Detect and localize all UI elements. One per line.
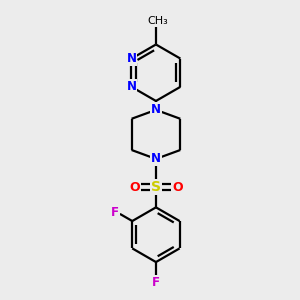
Text: F: F (152, 276, 160, 290)
Text: F: F (111, 206, 119, 219)
Text: O: O (129, 181, 140, 194)
Text: O: O (172, 181, 183, 194)
Text: N: N (151, 103, 161, 116)
Text: S: S (151, 180, 161, 194)
Text: N: N (127, 80, 136, 93)
Text: N: N (151, 152, 161, 165)
Text: CH₃: CH₃ (147, 16, 168, 26)
Text: N: N (127, 52, 136, 65)
